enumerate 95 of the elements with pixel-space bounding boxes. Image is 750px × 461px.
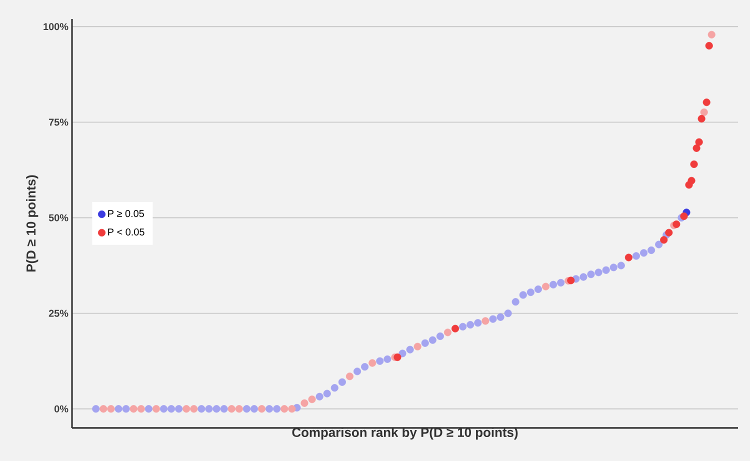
point [137,405,145,413]
point [122,405,130,413]
point [489,315,497,323]
y-tick-label: 0% [54,405,68,412]
point [624,254,632,262]
y-tick-label: 75% [48,118,68,126]
point [698,114,706,123]
point [346,372,354,380]
point [398,350,406,358]
point [496,313,504,321]
point [660,236,668,244]
point [288,405,296,413]
point [160,405,168,413]
point [384,355,392,363]
point [266,405,274,413]
point [702,98,710,106]
point [220,405,228,413]
point [444,328,452,336]
y-axis-title: P(D ≥ 10 points) [26,175,38,272]
point [542,282,550,290]
point [665,228,673,236]
point [708,30,716,38]
point [655,240,663,248]
point [705,42,713,50]
point [414,342,422,350]
point [526,288,534,296]
point [361,363,369,371]
point [587,270,595,278]
point [205,405,213,413]
point [550,280,558,288]
legend-label: P ≥ 0.05 [108,210,144,218]
point [228,405,236,413]
point [273,405,281,413]
point [323,390,331,398]
point [114,405,122,413]
point [700,108,708,116]
y-tick-label: 100% [44,23,68,30]
point [316,392,324,400]
y-tick-label: 25% [48,310,68,317]
point [648,246,656,254]
point [567,276,575,284]
point [512,298,520,306]
point [640,249,648,257]
point [235,405,243,413]
point [688,176,696,184]
point [617,262,625,270]
point [602,266,610,274]
point [394,353,402,362]
point [459,322,467,330]
point [242,405,250,413]
point [92,405,100,413]
point [482,317,490,325]
point [167,405,176,413]
point [280,405,288,413]
legend-label: P < 0.05 [108,228,144,236]
point [519,291,527,299]
point [308,396,316,404]
point [504,310,512,318]
point [632,252,640,260]
point [182,405,190,413]
point [672,220,680,228]
point [330,384,338,392]
point [190,405,198,413]
point [680,212,688,220]
point [152,405,160,413]
point [250,405,258,413]
point [338,378,346,386]
point [406,346,414,354]
point [144,405,152,413]
point [692,144,700,152]
point [534,285,542,294]
point [130,405,138,413]
point [421,339,429,347]
y-tick-label: 50% [48,214,68,222]
point [610,264,618,272]
point [594,268,602,276]
point [695,138,703,146]
point [557,278,565,287]
point [376,357,384,365]
point [368,359,376,367]
point [353,368,362,376]
point [258,405,266,413]
point [428,336,436,344]
point [198,405,206,413]
point [100,405,108,413]
point [474,319,482,327]
point [580,273,588,281]
point [436,332,444,340]
point [300,399,308,407]
point [212,405,220,413]
point [466,320,474,329]
point [107,405,115,413]
point [690,160,698,168]
point [451,324,460,332]
point [175,405,183,413]
